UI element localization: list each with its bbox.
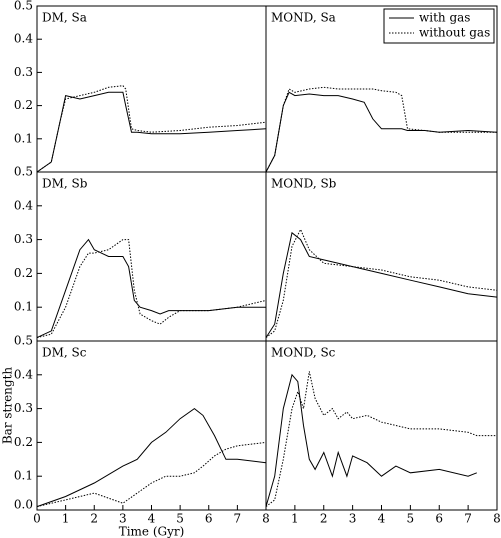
y-tick-label: 0.1 bbox=[14, 131, 33, 145]
panel-frame bbox=[265, 171, 498, 342]
panel-title: MOND, Sc bbox=[271, 346, 336, 360]
x-tick-label: 8 bbox=[493, 512, 501, 526]
panel-title: MOND, Sb bbox=[271, 177, 337, 191]
series-line bbox=[265, 371, 497, 507]
series-line bbox=[265, 86, 497, 173]
panel-frame bbox=[265, 340, 498, 511]
panel-title: MOND, Sa bbox=[271, 11, 336, 25]
y-tick-label: 0.3 bbox=[14, 401, 33, 415]
x-tick-label: 2 bbox=[320, 512, 328, 526]
x-tick-label: 8 bbox=[262, 512, 270, 526]
x-tick-label: 7 bbox=[464, 512, 472, 526]
panel-frame bbox=[36, 171, 267, 342]
series-line bbox=[265, 373, 477, 507]
y-tick-label: 0.5 bbox=[14, 334, 33, 348]
y-axis-label: Bar strength bbox=[1, 367, 15, 445]
series-line bbox=[36, 441, 267, 508]
series-line bbox=[265, 228, 498, 338]
x-tick-label: 1 bbox=[291, 512, 299, 526]
series-line bbox=[36, 407, 267, 508]
panel-title: DM, Sb bbox=[42, 177, 88, 191]
y-tick-label: 0.4 bbox=[14, 32, 33, 46]
x-axis-label: Time (Gyr) bbox=[119, 525, 185, 538]
y-tick-label: 0.2 bbox=[14, 98, 33, 112]
legend-label: without gas bbox=[419, 26, 490, 40]
y-tick-label: 0.3 bbox=[14, 232, 33, 246]
x-tick-label: 6 bbox=[205, 512, 213, 526]
x-tick-label: 3 bbox=[349, 512, 357, 526]
x-tick-label: 4 bbox=[378, 512, 386, 526]
x-tick-label: 7 bbox=[234, 512, 242, 526]
y-tick-label: 0.4 bbox=[14, 367, 33, 381]
series-line bbox=[36, 238, 266, 339]
series-line bbox=[36, 239, 267, 339]
panel-frame bbox=[36, 5, 267, 173]
y-tick-label: 0.1 bbox=[14, 469, 33, 483]
legend-label: with gas bbox=[419, 11, 470, 25]
y-tick-label: 0.4 bbox=[14, 198, 33, 212]
y-tick-label: 0.2 bbox=[14, 435, 33, 449]
series-line bbox=[36, 91, 267, 173]
y-tick-label: 0.5 bbox=[14, 0, 33, 13]
panel-frame bbox=[36, 340, 267, 511]
x-tick-label: 6 bbox=[435, 512, 443, 526]
y-tick-label: 0.3 bbox=[14, 65, 33, 79]
x-tick-label: 4 bbox=[148, 512, 156, 526]
series-line bbox=[265, 231, 498, 338]
panel-title: DM, Sc bbox=[42, 346, 87, 360]
y-tick-label: 0.5 bbox=[14, 165, 33, 179]
x-tick-label: 3 bbox=[119, 512, 127, 526]
x-tick-label: 0 bbox=[33, 512, 41, 526]
legend-box bbox=[383, 8, 495, 44]
x-tick-label: 5 bbox=[407, 512, 415, 526]
x-tick-label: 1 bbox=[62, 512, 70, 526]
series-line bbox=[36, 85, 267, 173]
series-line bbox=[265, 91, 498, 173]
y-tick-label: 0.2 bbox=[14, 266, 33, 280]
x-tick-label: 2 bbox=[90, 512, 98, 526]
y-tick-label: 0.1 bbox=[14, 300, 33, 314]
panel-title: DM, Sa bbox=[42, 11, 87, 25]
y-tick-label: 0.0 bbox=[14, 498, 33, 512]
x-tick-label: 5 bbox=[176, 512, 184, 526]
